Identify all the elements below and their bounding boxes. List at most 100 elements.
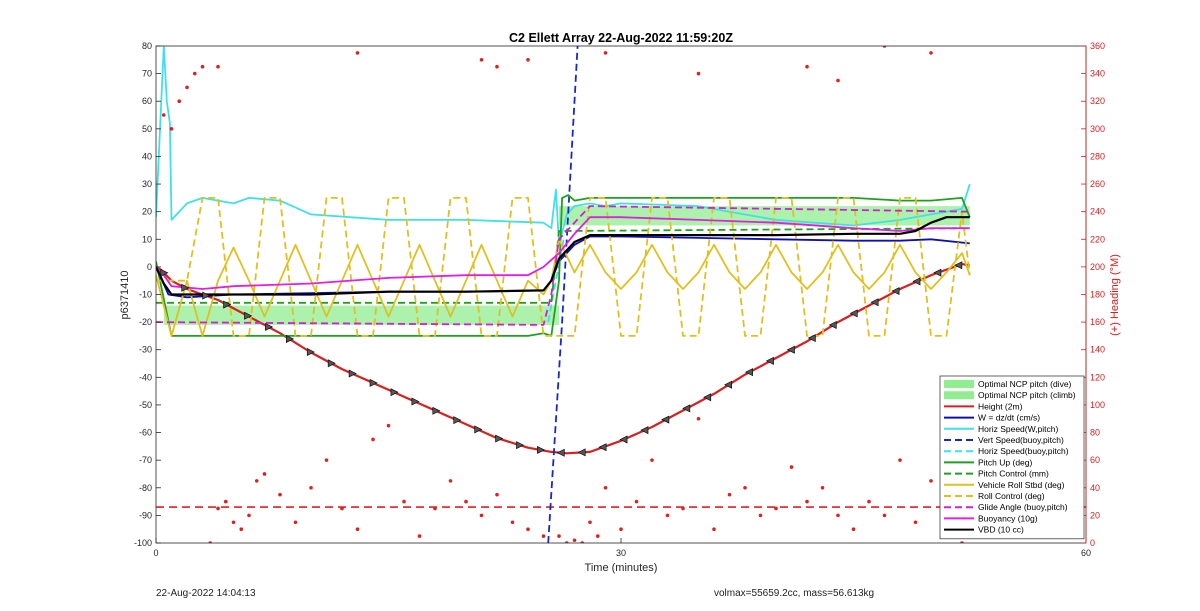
heading-point-26 — [464, 499, 468, 504]
heading-point-29 — [510, 520, 515, 525]
footer-timestamp: 22-Aug-2022 14:04:13 — [156, 588, 256, 599]
legend-label-0: Optimal NCP pitch (dive) — [978, 379, 1072, 389]
series-line-4 — [547, 239, 565, 323]
heading-point-66 — [526, 58, 530, 62]
height-marker-34 — [870, 298, 879, 307]
heading-point-27 — [479, 513, 484, 518]
y-tick-label-13: -50 — [139, 400, 152, 410]
height-marker-9 — [348, 369, 357, 378]
heading-point-39 — [619, 527, 623, 531]
height-marker-10 — [369, 378, 378, 387]
heading-point-6 — [208, 541, 213, 543]
heading-point-72 — [929, 51, 933, 55]
heading-point-16 — [309, 485, 313, 490]
legend: Optimal NCP pitch (dive)Optimal NCP pitc… — [939, 375, 1085, 540]
y-tick-label-11: -30 — [139, 345, 152, 355]
y-tick-label-8: 0 — [147, 262, 152, 272]
heading-point-44 — [696, 416, 701, 421]
heading-point-57 — [898, 458, 902, 462]
heading-point-53 — [836, 513, 840, 518]
height-marker-27 — [724, 380, 733, 389]
legend-label-4: Horiz Speed(W,pitch) — [978, 424, 1058, 434]
y-axis-left: 80 70 60 50 40 30 20 10 0 -10 -20 -30 -40 -50 -60 -70 -8… — [134, 41, 161, 548]
heading-point-71 — [882, 46, 887, 48]
heading-point-64 — [479, 58, 484, 62]
legend-box — [939, 375, 1085, 540]
heading-point-48 — [758, 513, 763, 518]
height-marker-30 — [786, 345, 795, 354]
x-tick-label-0: 0 — [153, 548, 158, 558]
height-marker-13 — [432, 406, 441, 415]
heading-point-49 — [774, 506, 778, 511]
height-marker-1 — [181, 283, 190, 292]
heading-point-25 — [448, 479, 453, 483]
y2-tick-label-7: 220 — [1090, 234, 1105, 244]
legend-label-6: Horiz Speed(buoy,pitch) — [978, 446, 1069, 456]
height-marker-28 — [744, 368, 753, 377]
heading-point-50 — [789, 465, 794, 469]
heading-point-13 — [262, 472, 267, 476]
legend-swatch-0 — [944, 380, 974, 388]
y2-tick-label-11: 140 — [1090, 345, 1105, 355]
series-line-3 — [547, 46, 579, 543]
heading-point-4 — [192, 71, 197, 76]
heading-point-2 — [177, 99, 182, 104]
heading-point-43 — [681, 506, 685, 511]
height-marker-3 — [223, 300, 232, 309]
heading-point-51 — [805, 499, 809, 504]
legend-label-7: Pitch Up (deg) — [978, 457, 1032, 467]
y2-tick-label-18: 0 — [1090, 538, 1095, 548]
y-tick-label-17: -90 — [139, 510, 152, 520]
height-marker-35 — [891, 287, 900, 296]
heading-point-31 — [541, 534, 546, 538]
height-marker-38 — [954, 261, 963, 270]
y-tick-label-2: 60 — [142, 96, 152, 106]
height-marker-14 — [453, 416, 462, 425]
height-marker-11 — [390, 388, 399, 397]
legend-label-3: W = dz/dt (cm/s) — [978, 413, 1040, 423]
heading-point-23 — [417, 534, 422, 538]
height-marker-33 — [849, 309, 858, 318]
y-tick-label-9: -10 — [139, 290, 152, 300]
heading-point-24 — [433, 506, 437, 511]
heading-point-33 — [564, 541, 569, 543]
heading-point-63 — [355, 51, 360, 55]
height-marker-0 — [160, 268, 169, 277]
series-line-11 — [156, 216, 970, 296]
height-marker-36 — [912, 277, 921, 286]
height-marker-4 — [244, 311, 253, 320]
heading-point-21 — [386, 423, 391, 428]
legend-label-11: Glide Angle (buoy,pitch) — [978, 502, 1068, 512]
y2-tick-label-9: 180 — [1090, 290, 1105, 300]
heading-point-52 — [820, 485, 825, 490]
heading-point-41 — [650, 458, 654, 462]
heading-point-37 — [595, 534, 600, 538]
height-marker-20 — [577, 448, 586, 457]
height-marker-37 — [933, 268, 942, 277]
heading-point-34 — [572, 538, 577, 543]
y-tick-label-16: -80 — [139, 483, 152, 493]
heading-point-8 — [223, 499, 228, 504]
y2-tick-label-17: 20 — [1090, 510, 1100, 520]
legend-swatch-1 — [944, 391, 974, 400]
y-tick-label-14: -60 — [139, 428, 152, 438]
heading-point-69 — [805, 64, 809, 69]
series-line-10 — [156, 216, 970, 290]
heading-point-1 — [169, 127, 174, 131]
legend-label-1: Optimal NCP pitch (climb) — [978, 390, 1076, 400]
chart-title: C2 Ellett Array 22-Aug-2022 11:59:20Z — [509, 31, 733, 45]
y2-tick-label-4: 280 — [1090, 151, 1105, 161]
y-tick-label-7: 10 — [142, 234, 152, 244]
footer-volmax-mass: volmax=55659.2cc, mass=56.613kg — [714, 588, 875, 599]
height-marker-21 — [598, 443, 607, 452]
heading-point-56 — [882, 513, 887, 518]
y2-tick-label-5: 260 — [1090, 179, 1105, 189]
y-tick-label-12: -40 — [139, 372, 152, 382]
heading-scatter-layer — [161, 46, 964, 543]
heading-point-22 — [402, 499, 406, 504]
heading-point-30 — [526, 527, 530, 531]
heading-point-42 — [665, 513, 670, 518]
y2-tick-label-14: 80 — [1090, 428, 1100, 438]
x-tick-label-1: 30 — [616, 548, 626, 558]
series-line-8 — [156, 196, 971, 337]
